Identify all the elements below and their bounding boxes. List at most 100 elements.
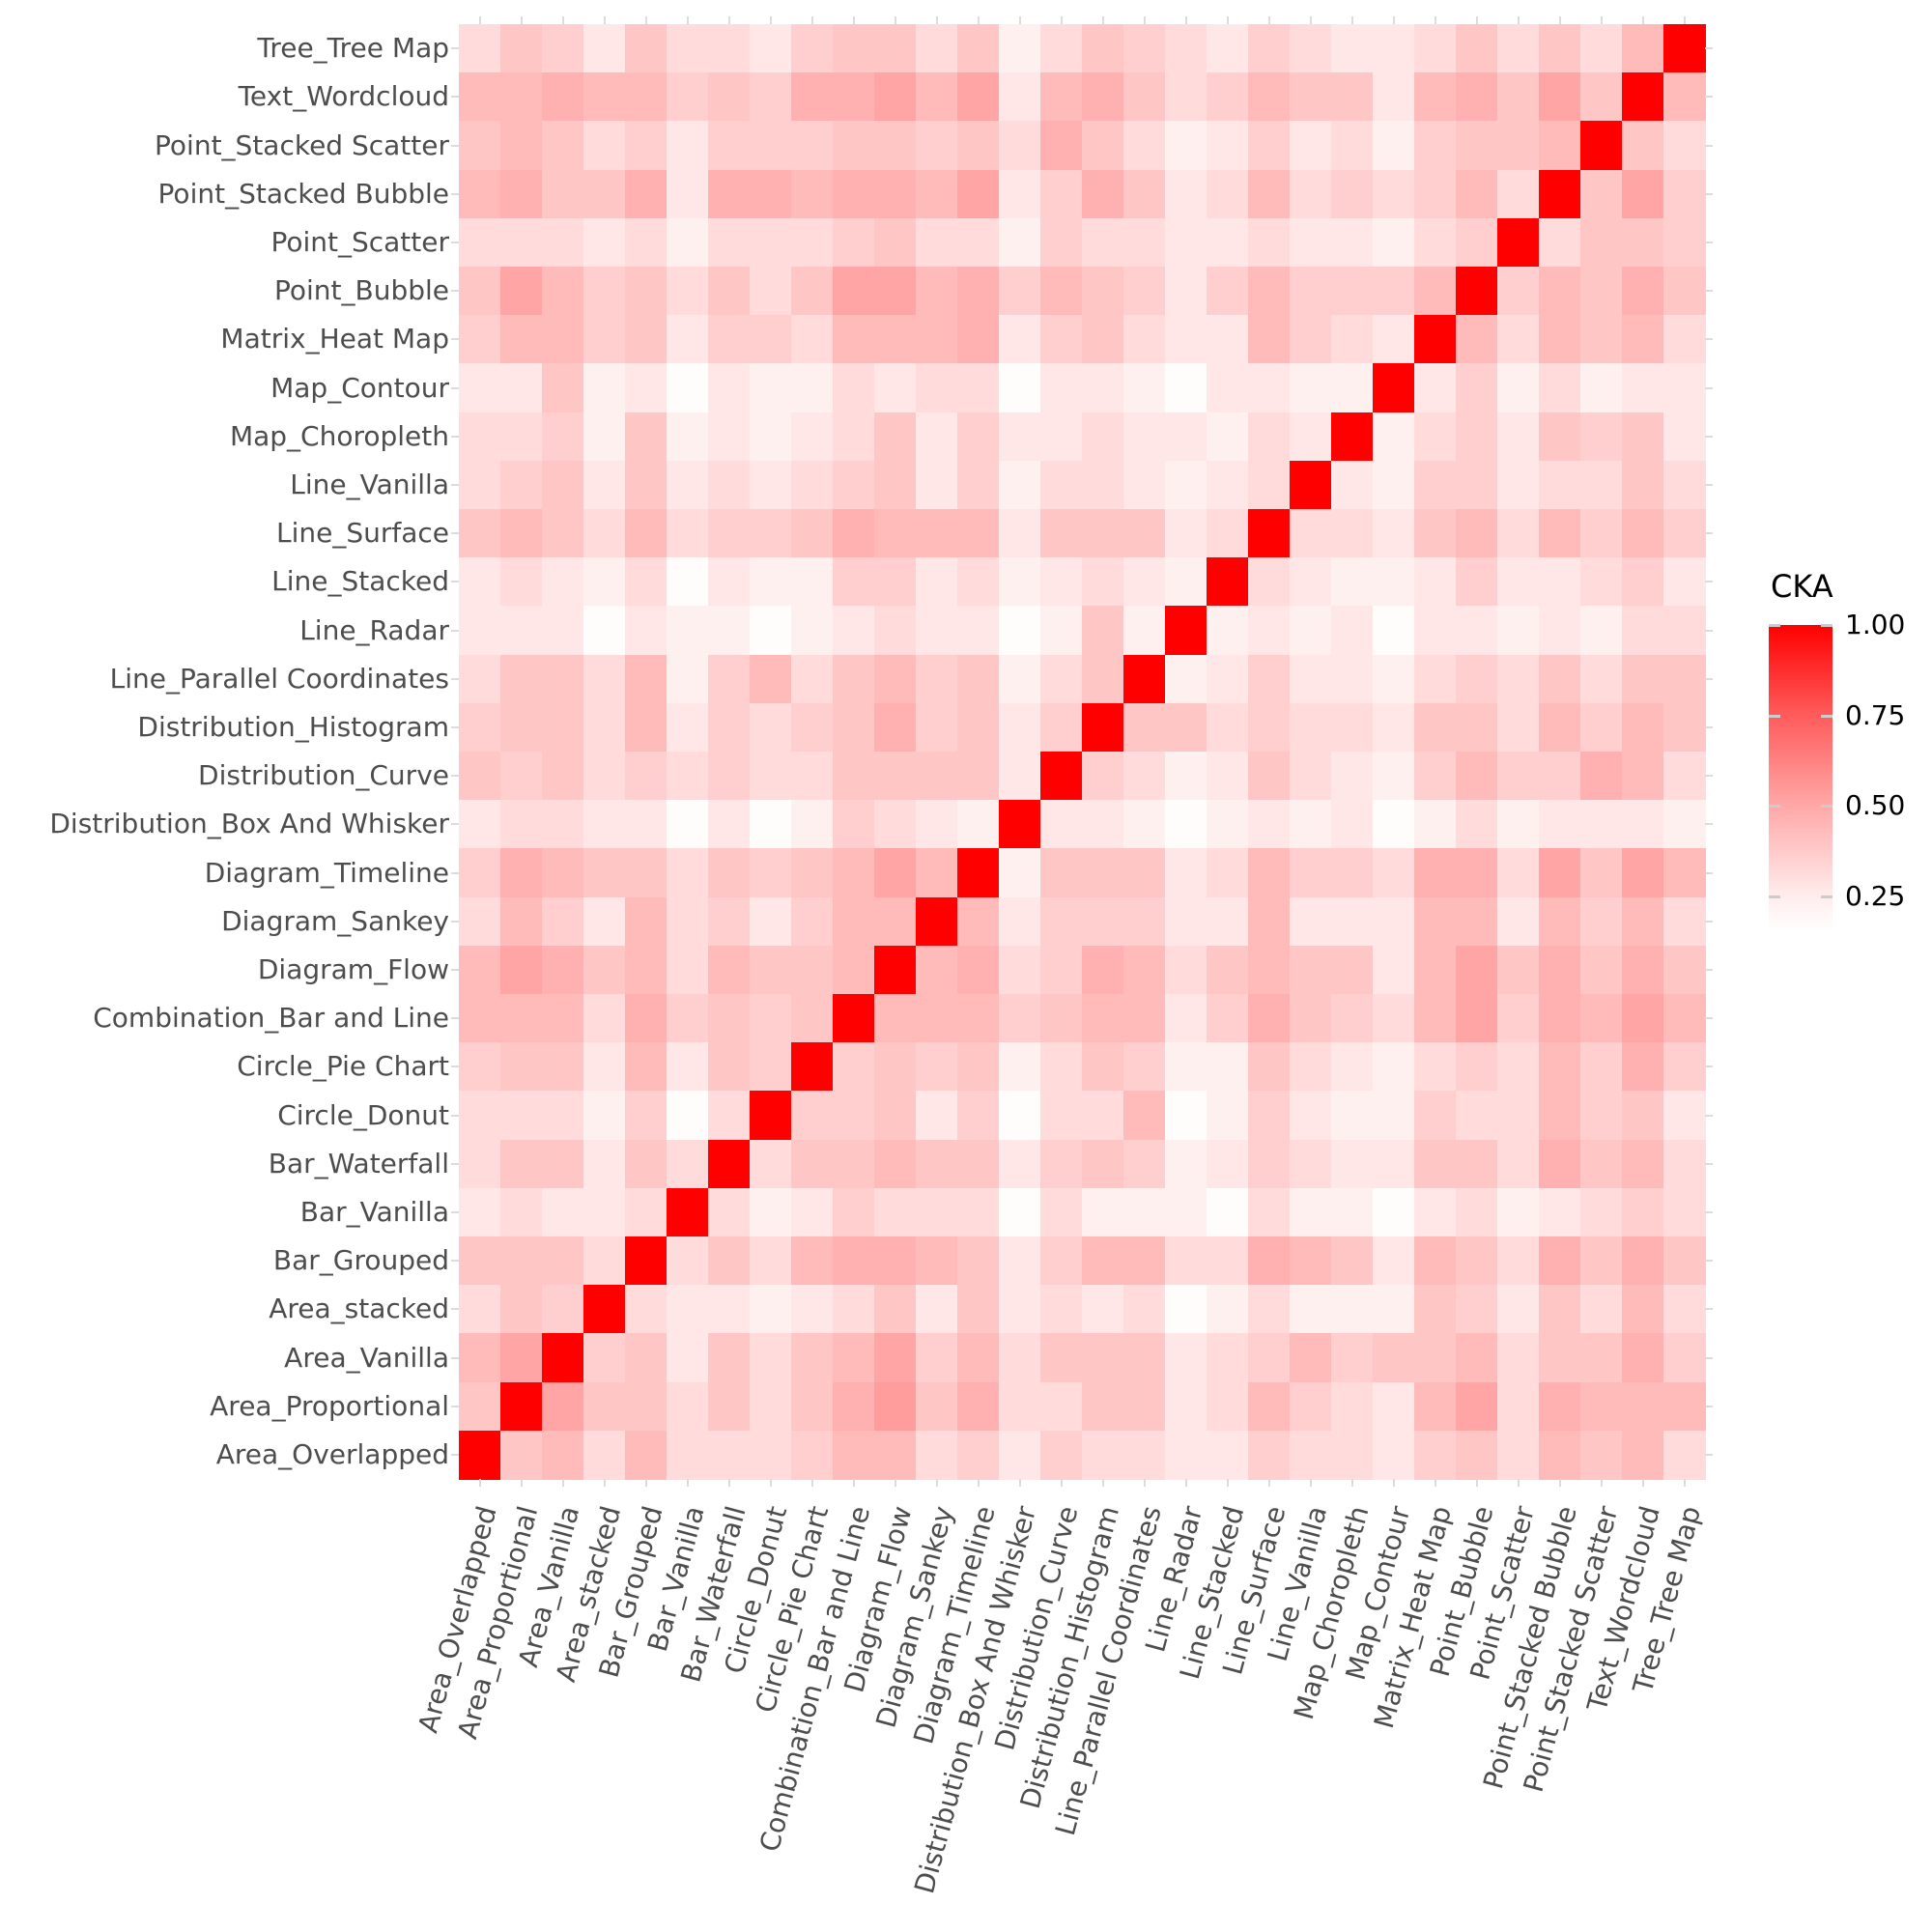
heatmap-cell [667,945,709,995]
heatmap-cell [1290,217,1332,268]
heatmap-cell [500,72,543,122]
heatmap-cell [1373,1091,1415,1141]
heatmap-cell [667,1333,709,1383]
heatmap-cell [916,121,958,171]
heatmap-cell [1165,896,1208,947]
heatmap-cell [625,24,668,73]
heatmap-cell [1622,945,1664,995]
heatmap-cell [1207,1042,1249,1092]
x-axis-tick [1350,16,1353,24]
y-axis-label: Distribution_Histogram [137,710,449,743]
heatmap-cell [791,24,834,73]
heatmap-cell [791,169,834,219]
y-axis-tick [451,1017,459,1020]
heatmap-cell [1539,1236,1581,1286]
heatmap-cell [1331,654,1374,704]
heatmap-cell [1040,509,1083,558]
heatmap-cell [750,24,792,73]
heatmap-cell [1290,606,1332,656]
heatmap-cell [1207,1236,1249,1286]
x-axis-tick [810,1479,813,1487]
heatmap-cell [1290,896,1332,947]
heatmap-cell [1580,169,1623,219]
y-axis-label: Line_Stacked [271,565,449,598]
heatmap-cell [1248,1091,1291,1141]
heatmap-cell [1207,363,1249,413]
heatmap-cell [1539,412,1581,462]
heatmap-cell [459,800,501,849]
heatmap-cell [1123,1187,1166,1237]
heatmap-cell [1123,848,1166,898]
heatmap-cell [1663,217,1706,268]
heatmap-cell [1165,752,1208,801]
x-axis-tick [686,16,689,24]
heatmap-cell [1123,460,1166,510]
heatmap-cell [999,217,1041,268]
heatmap-cell [916,1091,958,1141]
heatmap-cell [542,654,584,704]
heatmap-cell [1248,994,1291,1043]
y-axis-tick [1705,1114,1713,1117]
heatmap-cell [1456,557,1498,607]
heatmap-cell [999,72,1041,122]
heatmap-cell [1373,363,1415,413]
heatmap-cell [1414,1091,1457,1141]
y-axis-tick [1705,581,1713,583]
heatmap-cell [999,363,1041,413]
heatmap-cell [1373,217,1415,268]
heatmap-cell [1497,1091,1540,1141]
heatmap-cell [1248,752,1291,801]
heatmap-cell [1331,896,1374,947]
heatmap-cell [1580,363,1623,413]
heatmap-cell [1663,315,1706,364]
heatmap-cell [500,752,543,801]
y-axis-label: Circle_Pie Chart [237,1050,449,1083]
heatmap-cell [500,1430,543,1480]
heatmap-cell [1123,315,1166,364]
heatmap-cell [1663,1187,1706,1237]
heatmap-cell [1456,848,1498,898]
heatmap-cell [791,994,834,1043]
heatmap-cell [1414,557,1457,607]
y-axis-label: Area_Vanilla [284,1341,449,1374]
heatmap-cell [1373,702,1415,753]
heatmap-cell [750,1236,792,1286]
y-axis-tick [451,1260,459,1263]
y-axis-tick [1705,1356,1713,1359]
heatmap-cell [708,1187,751,1237]
heatmap-cell [583,363,626,413]
heatmap-cell [1373,24,1415,73]
x-axis-tick [1060,1479,1063,1487]
heatmap-cell [1248,509,1291,558]
heatmap-cell [999,896,1041,947]
heatmap-cell [1663,994,1706,1043]
heatmap-cell [1331,1042,1374,1092]
heatmap-cell [500,1236,543,1286]
heatmap-cell [1497,1042,1540,1092]
heatmap-cell [1456,1139,1498,1189]
y-axis-tick [1705,241,1713,243]
heatmap-cell [999,994,1041,1043]
x-axis-tick [1267,16,1270,24]
heatmap-cell [1663,557,1706,607]
heatmap-cell [1456,363,1498,413]
heatmap-cell [1663,1236,1706,1286]
heatmap-cell [583,1187,626,1237]
heatmap-cell [1040,72,1083,122]
heatmap-cell [1580,1187,1623,1237]
heatmap-cell [1456,1091,1498,1141]
heatmap-cell [667,654,709,704]
heatmap-cell [583,994,626,1043]
heatmap-cell [667,702,709,753]
y-axis-tick [1705,968,1713,971]
heatmap-cell [1082,1430,1124,1480]
heatmap-cell [1290,800,1332,849]
heatmap-cell [1165,1187,1208,1237]
heatmap-cell [1414,848,1457,898]
heatmap-cell [1082,1381,1124,1432]
heatmap-cell [750,1333,792,1383]
heatmap-cell [750,363,792,413]
heatmap-cell [1248,1187,1291,1237]
heatmap-cell [1414,800,1457,849]
heatmap-cell [874,363,917,413]
